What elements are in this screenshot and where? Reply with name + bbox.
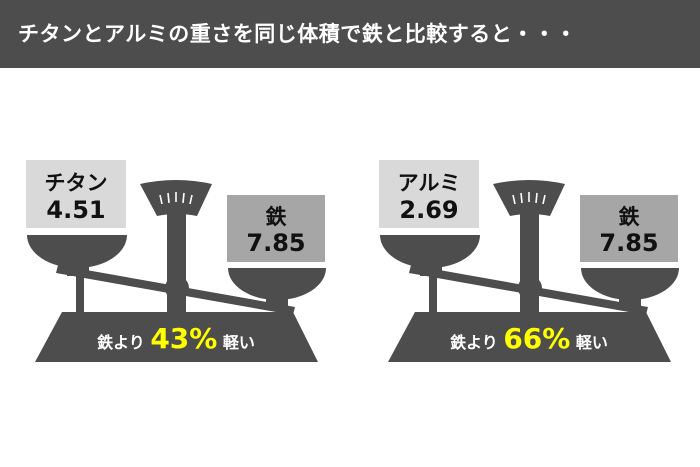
result-text: 鉄より 66% 軽い bbox=[450, 322, 608, 355]
heavy-metal-name: 鉄 bbox=[619, 205, 640, 229]
light-metal-value: 2.69 bbox=[399, 196, 458, 224]
heavy-weight-box bbox=[227, 195, 325, 262]
page-title: チタンとアルミの重さを同じ体積で鉄と比較すると・・・ bbox=[0, 0, 700, 68]
heavy-metal-value: 7.85 bbox=[599, 229, 658, 257]
light-metal-name: チタン bbox=[45, 171, 108, 195]
light-weight-box bbox=[379, 160, 479, 228]
result-text: 鉄より 43% 軽い bbox=[97, 322, 255, 355]
heavy-metal-value: 7.85 bbox=[246, 229, 305, 257]
scale-aluminum: アルミ 2.69 鉄 7.85 鉄より 66% 軽い bbox=[379, 160, 679, 362]
light-metal-name: アルミ bbox=[398, 171, 461, 195]
light-weight-box bbox=[26, 160, 126, 228]
scale-titanium: チタン 4.51 鉄 7.85 鉄より 43% 軽い bbox=[26, 160, 326, 362]
light-metal-value: 4.51 bbox=[46, 196, 105, 224]
heavy-weight-box bbox=[580, 195, 678, 262]
heavy-metal-name: 鉄 bbox=[266, 205, 287, 229]
